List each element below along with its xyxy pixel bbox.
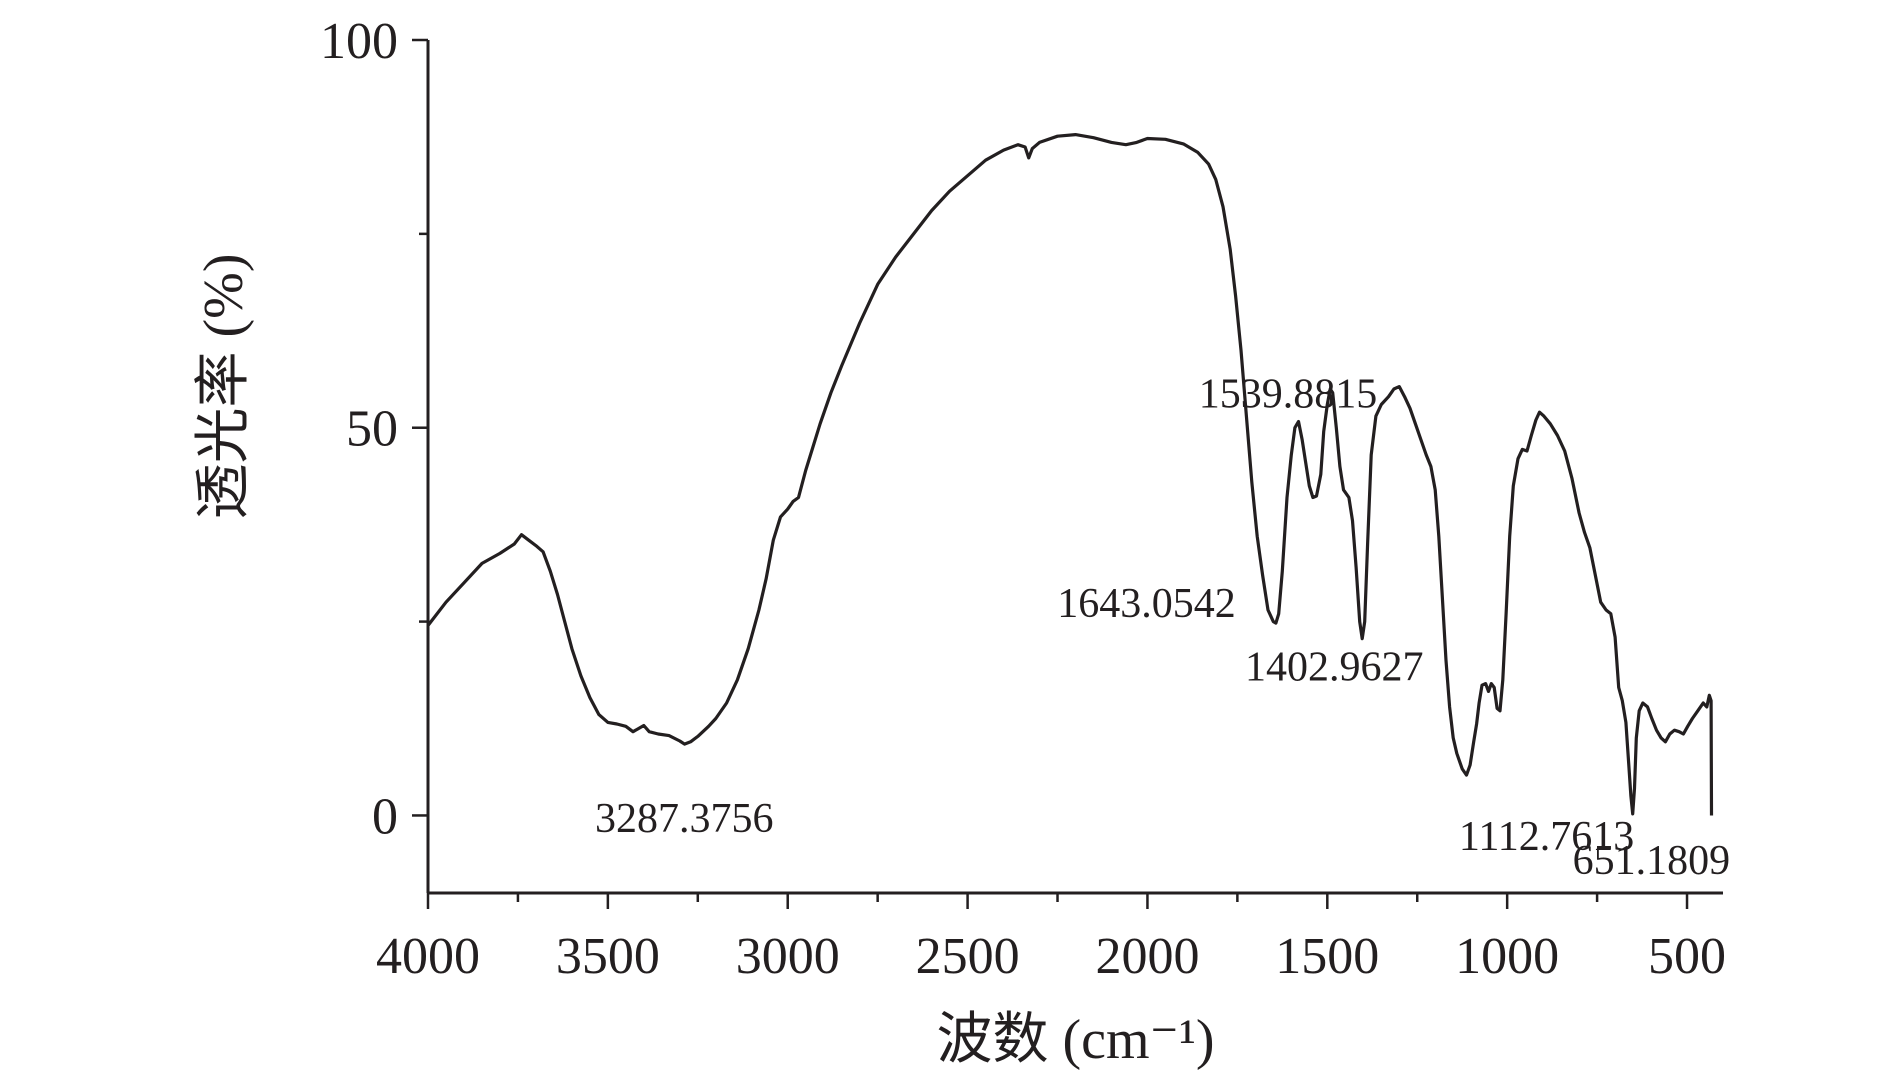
peak-annotation-label: 1112.7613 bbox=[1459, 814, 1634, 860]
x-tick-label: 500 bbox=[1648, 928, 1726, 985]
transmittance-series-line bbox=[426, 133, 1714, 816]
x-tick-label: 4000 bbox=[376, 928, 480, 985]
peak-annotations: 3287.3756 1643.0542 1539.8815 1402.9627 1112… bbox=[595, 372, 1730, 884]
ticks bbox=[412, 38, 1689, 909]
x-axis-title: 波数 (cm⁻¹) bbox=[936, 1009, 1214, 1071]
x-tick-label: 2000 bbox=[1095, 928, 1199, 985]
y-tick-label: 0 bbox=[372, 788, 398, 845]
x-tick-label: 3500 bbox=[556, 928, 660, 985]
peak-annotation-label: 651.1809 bbox=[1573, 838, 1731, 884]
tick-labels: 4000 3500 3000 2500 2000 1500 1000 500 0 50 100 bbox=[320, 13, 1726, 985]
axes bbox=[426, 40, 1723, 895]
y-tick-label: 50 bbox=[346, 401, 398, 458]
x-tick-label: 1500 bbox=[1275, 928, 1379, 985]
x-tick-label: 2500 bbox=[916, 928, 1020, 985]
y-tick-label: 100 bbox=[320, 13, 398, 70]
peak-annotation-label: 1402.9627 bbox=[1245, 645, 1424, 691]
y-axis-title: 透光率 (%) bbox=[193, 254, 255, 520]
x-tick-label: 3000 bbox=[736, 928, 840, 985]
peak-annotation-label: 3287.3756 bbox=[595, 796, 774, 842]
peak-annotation-label: 1643.0542 bbox=[1057, 581, 1236, 627]
peak-annotation-label: 1539.8815 bbox=[1199, 372, 1378, 418]
x-tick-label: 1000 bbox=[1455, 928, 1559, 985]
